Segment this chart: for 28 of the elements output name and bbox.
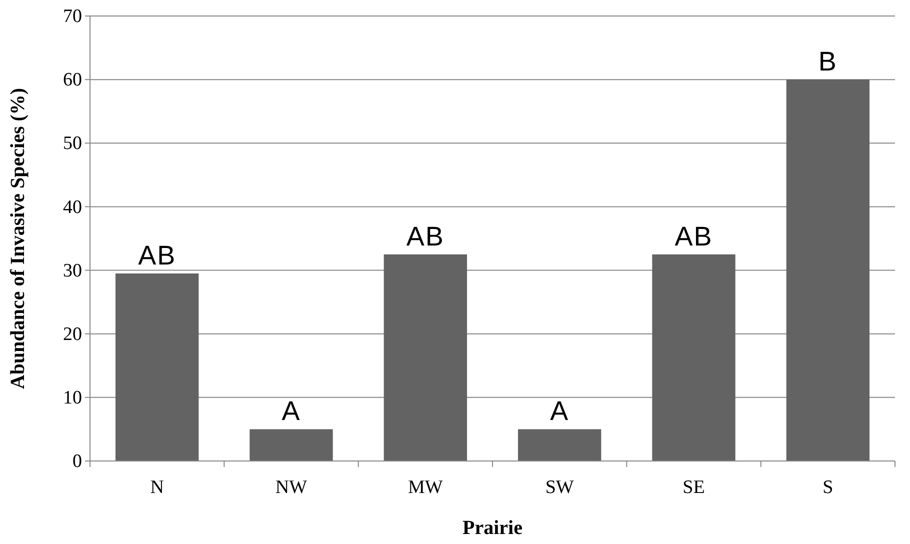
annotation: B xyxy=(818,46,838,77)
bar xyxy=(384,254,468,461)
x-axis-title: Prairie xyxy=(462,517,523,539)
y-tick-label: 30 xyxy=(63,260,82,282)
y-tick-label: 40 xyxy=(63,196,82,218)
y-tick-label: 50 xyxy=(63,133,82,154)
x-tick-label: N xyxy=(150,477,164,498)
bar xyxy=(786,80,870,461)
y-tick-label: 60 xyxy=(63,70,82,91)
x-tick-label: SE xyxy=(682,477,705,498)
y-tick-label: 20 xyxy=(63,324,82,345)
bar xyxy=(518,429,602,461)
annotation: AB xyxy=(138,240,176,270)
bar xyxy=(115,273,199,461)
y-axis-title: Abundance of Invasive Species (%) xyxy=(7,88,29,390)
y-tick-label: 0 xyxy=(72,451,82,472)
annotation: A xyxy=(550,396,570,426)
annotation: AB xyxy=(674,221,713,252)
annotation: A xyxy=(282,396,301,426)
bar xyxy=(250,429,333,461)
x-tick-label: MW xyxy=(408,477,443,498)
x-tick-label: S xyxy=(822,477,834,498)
y-tick-label: 70 xyxy=(63,6,82,28)
bar xyxy=(652,254,736,461)
x-tick-label: SW xyxy=(545,477,574,498)
x-tick-label: NW xyxy=(275,477,308,498)
annotation: AB xyxy=(406,221,444,252)
y-tick-label: 10 xyxy=(63,388,82,409)
